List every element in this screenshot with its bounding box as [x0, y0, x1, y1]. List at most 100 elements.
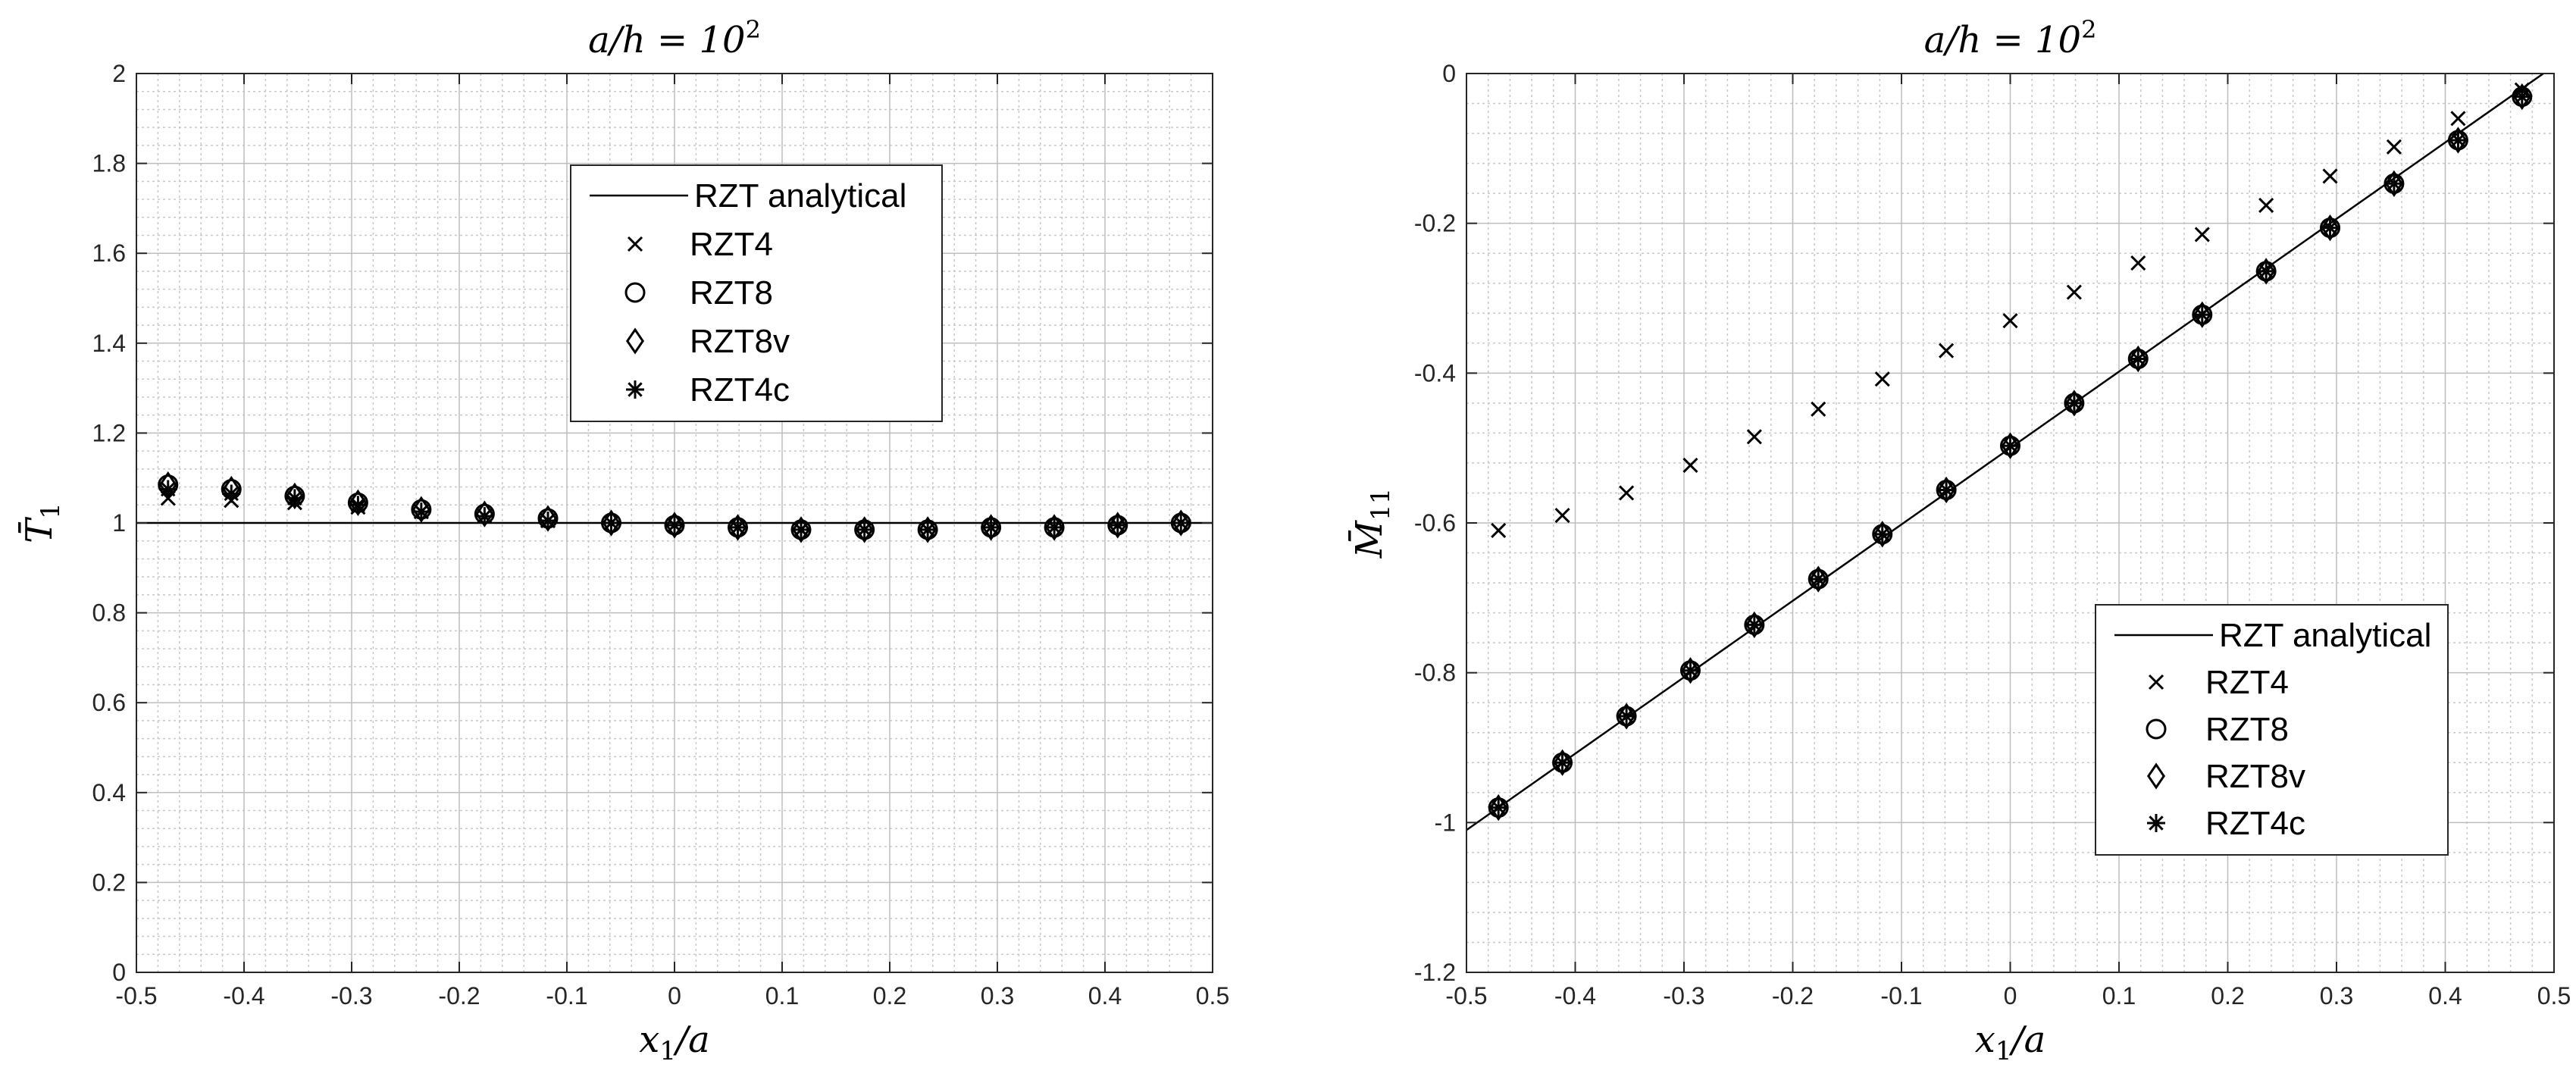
- point-rzt4c: [285, 489, 304, 508]
- point-rzt4c: [1617, 706, 1636, 725]
- point-rzt4c: [855, 520, 874, 539]
- point-rzt4: [1746, 429, 1762, 445]
- point-rzt4c: [539, 512, 558, 531]
- y-tick-label: -0.8: [1414, 659, 1456, 687]
- x-tick-label: 0.2: [873, 982, 906, 1009]
- point-rzt4c: [1553, 753, 1572, 772]
- legend-entry-rzt8v: RZT8v: [625, 323, 790, 360]
- legend-marker: [2147, 814, 2165, 832]
- x-tick-label: 0.5: [2537, 982, 2571, 1009]
- x-tick-label: -0.1: [1880, 982, 1922, 1009]
- legend-label: RZT4: [2205, 664, 2289, 701]
- data-layer: [136, 471, 1213, 543]
- point-rzt4c: [728, 518, 747, 537]
- y-tick-label: -1: [1435, 809, 1456, 836]
- legend-label: RZT8v: [690, 323, 790, 360]
- legend-entry-rzt4c: RZT4c: [626, 371, 790, 408]
- y-tick-label: 1.8: [92, 150, 126, 177]
- legend-marker: [625, 327, 645, 355]
- legend-marker: [2148, 674, 2164, 690]
- point-rzt4c: [412, 502, 430, 521]
- y-tick-label: 1: [112, 509, 126, 537]
- point-rzt4: [1939, 343, 1955, 358]
- point-rzt4c: [2384, 174, 2403, 193]
- point-rzt4: [1682, 457, 1698, 473]
- point-rzt4: [2322, 168, 2338, 184]
- point-rzt4c: [475, 507, 494, 526]
- point-rzt4c: [981, 518, 1000, 537]
- legend-box: [570, 164, 943, 422]
- chart-1: -0.5 -0.4 -0.3 -0.2 -0.1 0 0.1 0.2 0.3 0.4 0.5 0 0.2…: [17, 15, 1229, 1066]
- point-rzt4c: [2129, 349, 2148, 368]
- chart-title: a/h = 102: [588, 15, 761, 61]
- point-rzt4: [2130, 255, 2146, 271]
- x-axis-label: x1/a: [1975, 1019, 2046, 1066]
- point-rzt4: [2450, 111, 2466, 127]
- point-rzt4c: [1489, 798, 1508, 817]
- point-rzt4c: [1108, 515, 1127, 534]
- x-tick-label: 0.2: [2211, 982, 2244, 1009]
- legend-entry-rzt4c: RZT4c: [2147, 805, 2305, 842]
- y-axis-label: M̄11: [1347, 488, 1396, 559]
- y-tick-label: 0.4: [92, 779, 126, 806]
- point-rzt4: [2194, 227, 2210, 243]
- point-rzt4c: [919, 520, 937, 539]
- x-axis-label: x1/a: [639, 1019, 710, 1066]
- x-tick-label: -0.4: [1554, 982, 1596, 1009]
- y-tick-label: 0: [1442, 60, 1456, 87]
- point-rzt4c: [1681, 661, 1700, 680]
- x-tick-label: 0.1: [765, 982, 799, 1009]
- x-tick-label: 0.3: [2320, 982, 2353, 1009]
- series-rzt4: [1491, 82, 2530, 538]
- point-rzt4c: [2257, 261, 2276, 280]
- legend-marker: [627, 236, 643, 252]
- chart-title: a/h = 102: [1924, 15, 2097, 61]
- point-rzt4c: [602, 514, 621, 532]
- y-tick-label: 0.2: [92, 869, 126, 896]
- legend-entry-rzt4: RZT4: [627, 226, 773, 263]
- point-rzt4c: [791, 520, 810, 539]
- legend-entry-rzt-analytical: RZT analytical: [590, 177, 906, 214]
- y-tick-label: 1.6: [92, 239, 126, 267]
- point-rzt4c: [2321, 218, 2340, 237]
- legend-marker: [2146, 718, 2167, 740]
- x-tick-label: -0.3: [1663, 982, 1704, 1009]
- y-axis-label: T̄1: [17, 502, 66, 543]
- point-rzt4: [1619, 485, 1635, 501]
- series-rzt4c: [158, 480, 1191, 539]
- legend-marker: [626, 380, 644, 399]
- x-tick-label: -0.1: [546, 982, 587, 1009]
- point-rzt4c: [1045, 518, 1064, 537]
- y-tick-label: 2: [112, 60, 126, 87]
- legend: RZT analytical RZT4 RZT8 RZT8v RZT4c: [2095, 604, 2449, 856]
- point-rzt4c: [1873, 524, 1892, 543]
- point-rzt4c: [2449, 130, 2468, 149]
- x-tick-label: -0.2: [438, 982, 480, 1009]
- point-rzt4c: [2512, 87, 2531, 106]
- point-rzt4c: [222, 484, 241, 503]
- point-rzt4c: [349, 496, 368, 515]
- x-tick-label: -0.5: [115, 982, 157, 1009]
- point-rzt4c: [2064, 393, 2083, 412]
- x-tick-label: 0.4: [2428, 982, 2462, 1009]
- point-rzt4: [1491, 522, 1507, 538]
- legend-label: RZT8: [690, 274, 773, 311]
- x-tick-label: 0.1: [2102, 982, 2136, 1009]
- x-tick-label: 0.3: [981, 982, 1014, 1009]
- legend-label: RZT analytical: [694, 177, 906, 214]
- point-rzt4c: [665, 515, 684, 534]
- y-tick-label: -1.2: [1414, 959, 1456, 986]
- x-tick-label: -0.5: [1445, 982, 1487, 1009]
- legend-box: [2095, 604, 2449, 856]
- legend-entry-rzt8v: RZT8v: [2146, 758, 2305, 795]
- x-tick-label: 0.4: [1088, 982, 1122, 1009]
- point-rzt4c: [1809, 570, 1828, 589]
- y-tick-label: 0.6: [92, 689, 126, 716]
- legend-label: RZT analytical: [2219, 617, 2431, 654]
- point-rzt4: [2386, 139, 2402, 155]
- point-rzt4c: [158, 480, 177, 499]
- point-rzt4: [1874, 371, 1890, 387]
- x-tick-label: 0: [668, 982, 681, 1009]
- x-tick-label: 0.5: [1196, 982, 1229, 1009]
